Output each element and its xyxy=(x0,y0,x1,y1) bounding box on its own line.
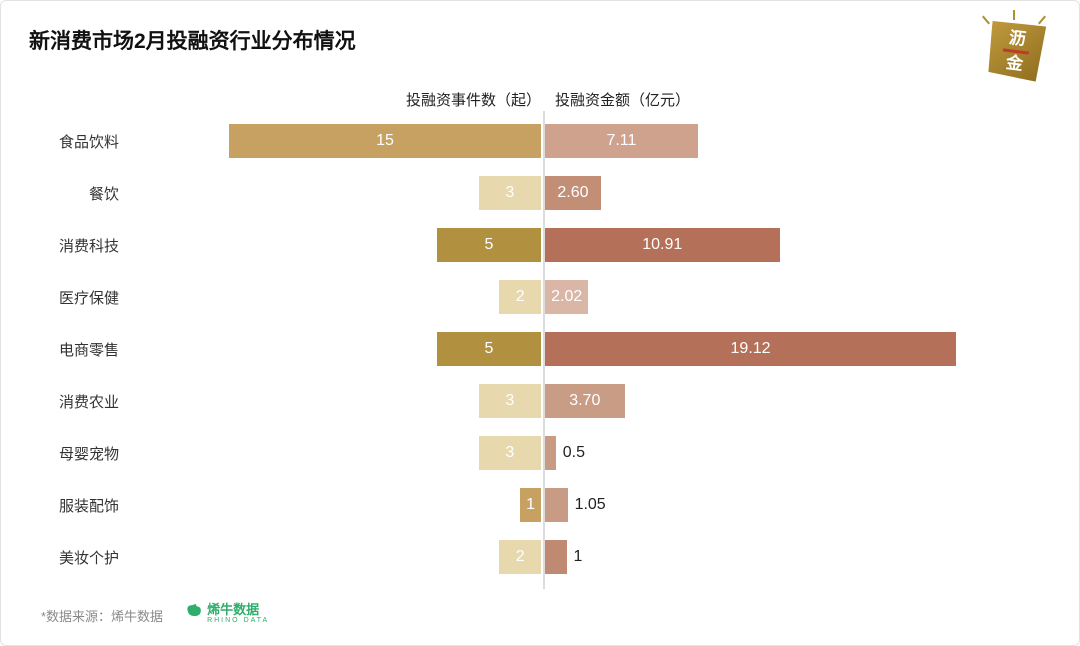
amount-bar: 2.02 xyxy=(545,280,589,314)
logo-char-bottom: 金 xyxy=(1004,52,1025,74)
amount-bar: 0.5 xyxy=(545,436,585,470)
category-label: 母婴宠物 xyxy=(58,445,119,463)
chart-row: 医疗保健 2 2.02 xyxy=(25,271,1055,323)
brand-name: 烯牛数据 xyxy=(207,602,260,617)
center-axis-line xyxy=(543,111,545,589)
events-value: 2 xyxy=(515,548,525,565)
events-value: 3 xyxy=(505,392,515,409)
events-bar: 15 xyxy=(229,124,541,158)
category-label: 餐饮 xyxy=(88,185,119,203)
events-value: 15 xyxy=(376,132,394,149)
amount-bar: 19.12 xyxy=(545,332,957,366)
chart-row: 餐饮 3 2.60 xyxy=(25,167,1055,219)
category-label: 消费科技 xyxy=(58,237,119,255)
logo-char-top: 沥 xyxy=(1007,28,1028,50)
events-bar: 3 xyxy=(478,384,541,418)
footer: *数据来源：烯牛数据 烯牛数据 RHINO DATA xyxy=(41,602,270,625)
chart-row: 消费科技 5 10.91 xyxy=(25,219,1055,271)
chart-row: 食品饮料 15 7.11 xyxy=(25,115,1055,167)
events-value: 1 xyxy=(526,496,536,513)
events-value: 3 xyxy=(505,444,515,461)
brand-subtitle: RHINO DATA xyxy=(207,617,270,625)
amount-value: 1 xyxy=(573,548,583,565)
logo-ray-icon xyxy=(982,15,990,25)
logo-ray-icon xyxy=(1013,10,1015,20)
amount-value: 2.02 xyxy=(551,288,583,305)
chart-title: 新消费市场2月投融资行业分布情况 xyxy=(29,30,356,53)
logo-ray-icon xyxy=(1038,15,1046,25)
category-label: 美妆个护 xyxy=(58,549,119,567)
events-bar: 1 xyxy=(520,488,541,522)
events-bar: 5 xyxy=(437,332,541,366)
amount-bar: 1 xyxy=(545,540,582,574)
right-series-header: 投融资金额（亿元） xyxy=(555,92,691,109)
amount-bar: 1.05 xyxy=(545,488,606,522)
events-bar: 3 xyxy=(478,176,541,210)
events-value: 5 xyxy=(484,340,494,357)
events-value: 2 xyxy=(515,288,525,305)
amount-value: 2.60 xyxy=(557,184,589,201)
lijin-logo: 沥 金 xyxy=(977,10,1053,89)
amount-value: 7.11 xyxy=(606,132,637,149)
category-label: 电商零售 xyxy=(58,341,119,359)
amount-value: 3.70 xyxy=(569,392,601,409)
chart-row: 母婴宠物 3 0.5 xyxy=(25,427,1055,479)
chart-row: 消费农业 3 3.70 xyxy=(25,375,1055,427)
data-source-note: *数据来源：烯牛数据 xyxy=(41,609,164,624)
amount-value: 19.12 xyxy=(730,340,771,357)
events-value: 3 xyxy=(505,184,515,201)
rhino-data-brand: 烯牛数据 RHINO DATA xyxy=(185,602,270,625)
amount-value: 10.91 xyxy=(642,236,683,253)
category-label: 食品饮料 xyxy=(58,133,119,151)
amount-bar: 10.91 xyxy=(545,228,780,262)
chart-rows: 食品饮料 15 7.11 餐饮 3 2.60 消费科技 5 10.91 医疗保健 2 2.02 电商零售… xyxy=(25,115,1055,583)
category-label: 消费农业 xyxy=(58,393,119,411)
events-bar: 3 xyxy=(478,436,541,470)
events-value: 5 xyxy=(484,236,494,253)
rhino-logo-icon xyxy=(187,604,201,617)
left-series-header: 投融资事件数（起） xyxy=(405,92,541,109)
chart-row: 电商零售 5 19.12 xyxy=(25,323,1055,375)
category-label: 医疗保健 xyxy=(58,289,119,307)
chart-row: 服装配饰 1 1.05 xyxy=(25,479,1055,531)
amount-bar: 7.11 xyxy=(545,124,698,158)
category-label: 服装配饰 xyxy=(58,497,119,515)
amount-value: 1.05 xyxy=(574,496,606,513)
logo-badge: 沥 金 xyxy=(986,20,1046,82)
events-bar: 2 xyxy=(499,540,541,574)
events-bar: 2 xyxy=(499,280,541,314)
amount-bar: 2.60 xyxy=(545,176,601,210)
events-bar: 5 xyxy=(437,228,541,262)
chart-row: 美妆个护 2 1 xyxy=(25,531,1055,583)
amount-bar: 3.70 xyxy=(545,384,625,418)
amount-value: 0.5 xyxy=(562,444,585,461)
